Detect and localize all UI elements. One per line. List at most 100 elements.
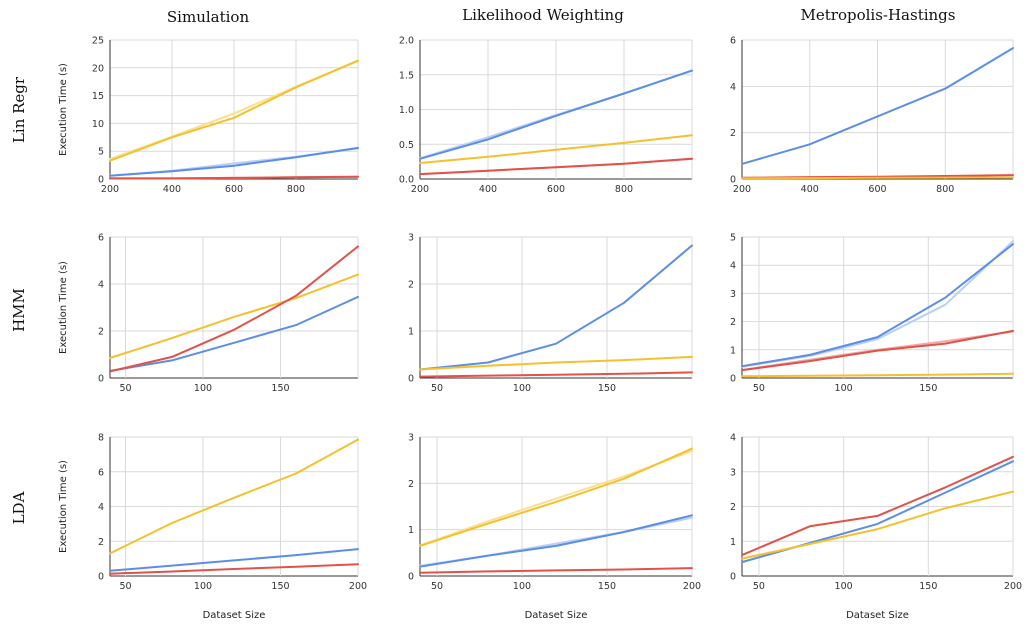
y-tick-label: 25 [92,36,104,47]
x-tick-label: 800 [615,184,633,195]
series-line-blue [741,47,1014,165]
series-line-blue [109,548,359,572]
x-tick-label: 100 [835,383,853,394]
y-tick-label: 2 [730,128,736,139]
x-axis-title: Dataset Size [525,610,588,621]
x-tick-label: 200 [349,581,367,592]
x-tick-label: 150 [919,383,937,394]
y-tick-label: 2 [98,327,104,338]
y-tick-label: 3 [730,467,736,478]
panel-2-1: 0 1 2 3 50 100 150 200 Dataset Size [408,433,701,622]
y-tick-label: 3 [408,433,414,444]
y-tick-label: 2 [730,317,736,328]
series-line-yellow [741,176,1014,180]
panel-1-2: 0 1 2 3 4 5 50 100 150 [730,233,1014,394]
series-line-yellow [109,438,359,555]
x-tick-label: 150 [271,383,289,394]
x-tick-label: 50 [431,383,443,394]
x-tick-label: 200 [411,184,429,195]
x-tick-label: 800 [936,184,954,195]
row-title-lin-regr: Lin Regr [10,76,28,143]
series-line-red [419,567,693,574]
y-tick-label: 10 [92,119,104,130]
x-tick-label: 50 [753,581,765,592]
y-tick-label: 0.0 [399,175,414,186]
series-line-red [109,245,359,373]
y-tick-label: 4 [730,261,736,272]
x-tick-label: 600 [547,184,565,195]
column-title-metropolis-hastings: Metropolis-Hastings [801,6,956,24]
y-tick-label: 0 [408,572,414,583]
x-tick-label: 400 [163,184,181,195]
y-tick-label: 0 [98,175,104,186]
x-tick-label: 600 [225,184,243,195]
x-axis-title: Dataset Size [203,610,266,621]
x-tick-label: 50 [431,581,443,592]
panel-1-0: 0 2 4 6 50 100 150 Execution Time (s) [58,233,359,394]
x-tick-label: 200 [1004,581,1022,592]
series-line-yellow-light [419,449,693,547]
series-line-yellow [419,134,693,164]
x-tick-label: 200 [683,581,701,592]
x-tick-label: 50 [119,383,131,394]
series-line-blue [741,243,1014,368]
x-tick-label: 200 [101,184,119,195]
x-tick-label: 800 [287,184,305,195]
series-line-red [109,175,359,180]
y-tick-label: 15 [92,91,104,102]
x-tick-label: 200 [733,184,751,195]
y-axis-title: Execution Time (s) [58,460,69,553]
x-tick-label: 100 [513,383,531,394]
y-tick-label: 5 [730,233,736,244]
series-line-blue [109,146,359,177]
y-tick-label: 0 [730,572,736,583]
x-tick-label: 600 [868,184,886,195]
column-title-likelihood-weighting: Likelihood Weighting [462,6,624,24]
series-line-blue [741,460,1014,564]
x-tick-label: 150 [919,581,937,592]
y-tick-label: 1 [408,525,414,536]
y-tick-label: 0 [408,374,414,385]
y-tick-label: 2 [98,537,104,548]
y-tick-label: 0 [730,374,736,385]
series-line-red [741,455,1014,557]
y-tick-label: 2.0 [399,36,414,47]
series-line-red [109,563,359,575]
x-tick-label: 50 [753,383,765,394]
y-tick-label: 0 [730,175,736,186]
series-line-blue [419,514,693,568]
series-line-yellow [109,59,359,162]
x-tick-label: 100 [194,581,212,592]
x-tick-label: 150 [271,581,289,592]
x-tick-label: 400 [801,184,819,195]
x-tick-label: 150 [598,581,616,592]
panel-0-2: 0 2 4 6 200 400 600 800 [730,36,1014,195]
series-line-red [419,157,693,176]
x-tick-label: 400 [479,184,497,195]
series-line-blue [419,244,693,371]
y-tick-label: 20 [92,63,104,74]
y-tick-label: 4 [730,82,736,93]
y-tick-label: 1.5 [399,70,414,81]
y-tick-label: 5 [98,147,104,158]
y-tick-label: 8 [98,433,104,444]
panel-1-1: 0 1 2 3 50 100 150 [408,233,693,394]
series-line-red [419,371,693,378]
column-title-simulation: Simulation [167,8,250,26]
y-tick-label: 0.5 [399,140,414,151]
y-tick-label: 4 [98,280,104,291]
y-tick-label: 1 [730,537,736,548]
series-line-blue-light [741,240,1014,368]
series-line-yellow [741,490,1014,560]
series-line-blue [109,295,359,372]
y-tick-label: 1 [408,327,414,338]
y-tick-label: 6 [730,36,736,47]
series-line-yellow [419,355,693,371]
panel-0-0: 0 5 10 15 20 25 200 400 600 800 Execution Time (s) [58,36,359,195]
panel-2-0: 0 2 4 6 8 50 100 150 200 Execution Time (s) Datase… [58,433,367,622]
y-tick-label: 6 [98,233,104,244]
y-tick-label: 2 [408,280,414,291]
y-tick-label: 4 [98,502,104,513]
x-axis-title: Dataset Size [846,610,909,621]
